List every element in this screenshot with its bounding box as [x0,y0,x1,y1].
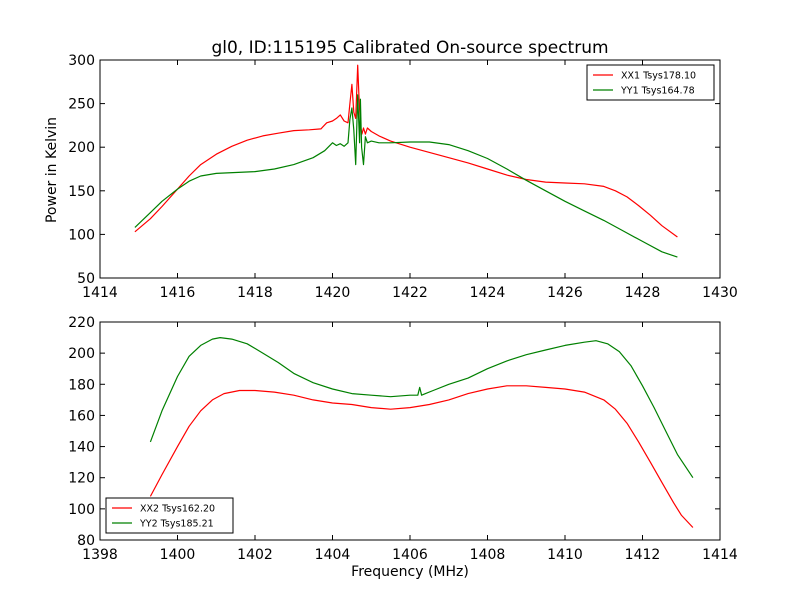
x-tick-label: 1404 [315,547,351,563]
chart-title: gl0, ID:115195 Calibrated On-source spec… [211,38,608,58]
legend: XX1 Tsys178.10 YY1 Tsys164.78 [586,64,715,101]
y-axis-label: Power in Kelvin [44,117,60,223]
series-line-xx2 [149,385,694,528]
legend-label: YY1 Tsys164.78 [620,86,695,97]
legend-label: XX2 Tsys162.20 [140,504,215,515]
bottom-plot-area: 1398 1400 1402 1404 1406 1408 1410 1412 1414 80 10… [68,315,738,563]
legend: XX2 Tsys162.20 YY2 Tsys185.21 [105,497,234,534]
x-tick-label: 1412 [625,547,661,563]
x-tick-label: 1406 [392,547,428,563]
y-tick-label: 220 [68,315,95,331]
y-tick-label: 100 [68,502,95,518]
x-tick-label: 1414 [82,285,118,301]
bottom-plot: Frequency (MHz) 1398 1400 1402 1404 1406 1408… [68,315,738,580]
legend-label: XX1 Tsys178.10 [621,71,696,82]
y-tick-label: 50 [77,271,95,287]
x-tick-label: 1410 [547,547,583,563]
y-tick-label: 80 [77,533,95,549]
x-tick-label: 1430 [702,285,738,301]
x-tick-label: 1424 [470,285,506,301]
x-tick-label: 1420 [315,285,351,301]
series-line-yy1 [134,94,678,258]
top-plot-area: 1414 1416 1418 1420 1422 1424 1426 1428 1430 50 10… [68,53,738,301]
y-tick-label: 250 [68,97,95,113]
x-tick-label: 1428 [625,285,661,301]
x-tick-label: 1416 [160,285,196,301]
x-tick-label: 1398 [82,547,118,563]
y-tick-label: 200 [68,346,95,362]
legend-box [586,64,715,101]
x-tick-label: 1422 [392,285,428,301]
series-line-yy2 [149,337,694,479]
y-tick-label: 140 [68,440,95,456]
y-tick-label: 100 [68,227,95,243]
y-tick-label: 150 [68,184,95,200]
series-line-xx1 [134,64,678,238]
y-tick-label: 200 [68,140,95,156]
y-tick-label: 300 [68,53,95,69]
x-axis-label: Frequency (MHz) [351,564,469,580]
x-tick-label: 1408 [470,547,506,563]
y-tick-label: 180 [68,377,95,393]
legend-label: YY2 Tsys185.21 [139,519,214,530]
x-tick-label: 1400 [160,547,196,563]
x-tick-label: 1418 [237,285,273,301]
y-tick-label: 120 [68,471,95,487]
y-tick-label: 160 [68,408,95,424]
legend-box [105,497,234,534]
x-tick-label: 1426 [547,285,583,301]
x-tick-label: 1414 [702,547,738,563]
x-tick-label: 1402 [237,547,273,563]
top-plot: gl0, ID:115195 Calibrated On-source spec… [44,38,738,301]
